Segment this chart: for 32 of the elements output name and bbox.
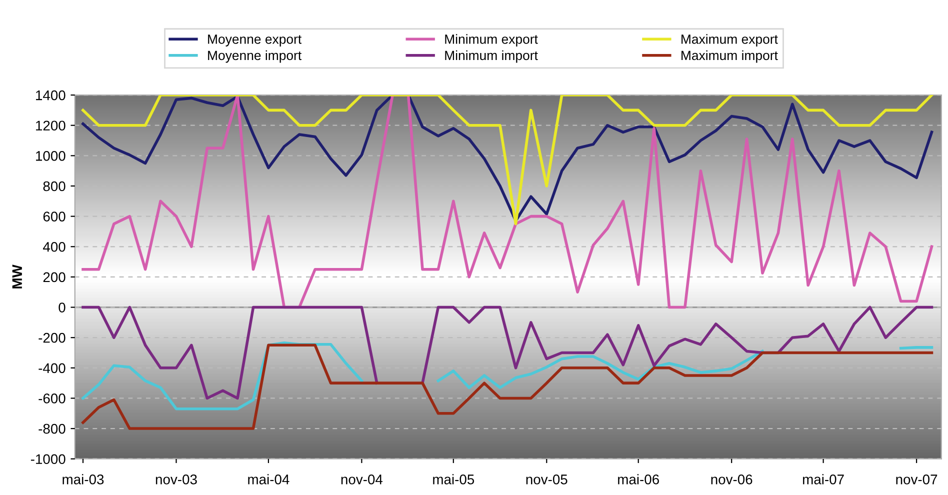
y-tick-label: -1000 [30,454,66,464]
legend-label: Moyenne export [208,34,302,46]
y-tick-label: 1000 [36,151,66,161]
x-tick-label: nov-05 [526,474,568,484]
y-tick-label: 1200 [36,120,66,131]
x-tick-label: mai-03 [62,474,104,484]
y-tick-label: -200 [38,332,66,343]
x-tick-label: mai-07 [803,474,844,484]
x-tick-label: mai-05 [433,474,474,484]
y-tick-label: 600 [43,212,66,222]
y-tick-label: -600 [38,394,66,404]
line-series [82,344,934,430]
y-tick-label: -400 [38,363,66,374]
legend-label: Minimum export [445,34,538,46]
x-tick-label: nov-07 [896,474,938,484]
x-tick-label: nov-06 [711,474,752,484]
x-tick-label: mai-04 [248,474,290,484]
y-axis-title: MW [12,264,22,288]
x-tick-label: nov-03 [156,474,197,484]
y-tick-label: 400 [43,242,66,252]
legend-label: Maximum import [682,50,778,63]
legend-label: Moyenne import [208,50,302,63]
x-tick-label: nov-04 [341,474,383,484]
legend-label: Minimum import [445,50,538,63]
y-tick-label: -800 [38,424,66,434]
line-series [82,95,934,309]
y-tick-label: 800 [43,181,66,192]
y-tick-label: 0 [58,302,66,312]
y-tick-label: 200 [43,272,66,282]
x-tick-label: mai-06 [618,474,659,484]
y-tick-label: 1400 [36,90,66,100]
legend-label: Maximum export [682,34,778,46]
